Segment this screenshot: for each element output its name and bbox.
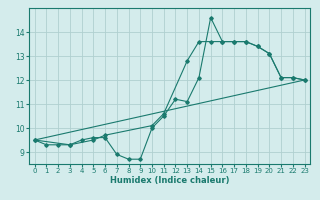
X-axis label: Humidex (Indice chaleur): Humidex (Indice chaleur): [110, 176, 229, 185]
